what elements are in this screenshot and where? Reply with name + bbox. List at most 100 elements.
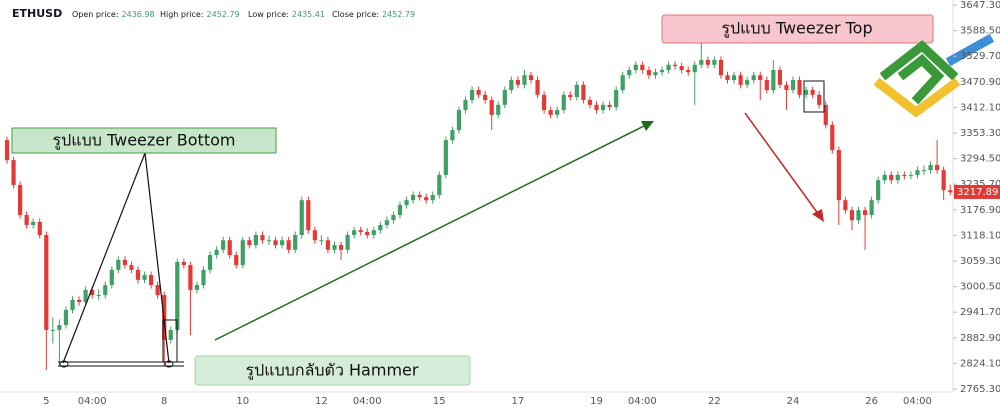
candle-body	[790, 80, 796, 91]
candle-body	[83, 289, 88, 303]
candle-body	[90, 289, 95, 296]
y-tick-label: 2765.30	[960, 384, 1000, 395]
x-tick-label: 5	[43, 396, 49, 407]
candle-body	[345, 235, 350, 250]
marker	[164, 360, 174, 368]
down-arrow	[744, 112, 820, 216]
candle-body	[745, 80, 750, 85]
candle-body	[528, 75, 534, 81]
candle-body	[679, 66, 684, 71]
candle-body	[718, 59, 724, 76]
x-tick-label: 19	[590, 396, 603, 407]
annotation-label: รูปแบบกลับตัว Hammer	[246, 361, 419, 381]
candle-body	[437, 174, 442, 195]
annotation-box	[661, 14, 934, 44]
triangle-line	[62, 152, 146, 364]
candle-body	[902, 174, 907, 176]
candle-body	[692, 64, 697, 73]
candle-body	[443, 140, 448, 175]
y-tick-label: 3647.30	[960, 0, 1000, 11]
y-tick-label: 2824.10	[960, 358, 1000, 369]
last-price-badge	[954, 184, 1000, 199]
candle-body	[352, 230, 357, 236]
candle-body	[266, 240, 272, 242]
candle-body	[856, 210, 861, 221]
header-fields: Open price: 2436.98 High price: 2452.79 Low …	[72, 10, 415, 19]
candle-body	[332, 245, 337, 250]
candle-body	[751, 75, 756, 81]
x-tick-label: 04:00	[903, 396, 932, 407]
logo-stroke	[873, 77, 961, 118]
logo	[873, 33, 995, 118]
candle-body	[358, 230, 363, 232]
candle-body	[424, 197, 429, 201]
field-label: Close price:	[332, 10, 379, 19]
candle-body	[810, 90, 815, 95]
candle-body	[234, 255, 239, 266]
candle-body	[673, 64, 678, 67]
candle-body	[50, 329, 55, 331]
candle-body	[659, 70, 665, 73]
candle-body	[411, 194, 416, 201]
candle-body	[935, 164, 940, 171]
candle-body	[561, 94, 566, 111]
x-tick-label: 8	[161, 396, 167, 407]
x-tick-label: 17	[512, 396, 525, 407]
candle-body	[928, 164, 933, 171]
annotation-box	[11, 127, 277, 154]
candle-body	[515, 80, 520, 85]
candle-body	[921, 170, 927, 172]
field-label: High price:	[160, 10, 204, 19]
candle-body	[889, 174, 894, 181]
y-tick-label: 3529.70	[960, 51, 1000, 62]
candle-body	[11, 160, 16, 185]
candle-body	[614, 90, 619, 108]
y-tick-label: 3470.90	[960, 77, 1000, 88]
logo-stroke	[897, 54, 945, 105]
candle-body	[365, 231, 370, 236]
candle-body	[135, 269, 141, 280]
candle-body	[483, 94, 488, 101]
arrow-head	[812, 209, 824, 222]
candle-body	[620, 75, 625, 91]
candle-body	[758, 75, 763, 81]
candle-body	[548, 110, 553, 115]
candle-body	[227, 240, 232, 256]
candle-body	[247, 240, 252, 246]
candle-body	[116, 259, 121, 270]
candle-body	[908, 174, 913, 176]
candle-body	[646, 70, 651, 76]
plot-area	[4, 39, 953, 370]
arrow-head	[641, 121, 654, 131]
candle-body	[214, 249, 219, 256]
x-tick-label: 04:00	[628, 396, 657, 407]
candle-body	[882, 174, 887, 181]
candle-body	[535, 80, 540, 95]
candle-body	[168, 329, 173, 340]
logo-stroke	[879, 40, 959, 81]
candle-body	[653, 72, 658, 76]
candle-body	[502, 90, 507, 105]
y-tick-label: 2882.90	[960, 333, 1000, 344]
annotation-shapes	[58, 80, 825, 368]
candle-body	[371, 230, 376, 236]
candle-body	[129, 265, 134, 270]
candle-body	[463, 100, 468, 111]
x-tick-label: 04:00	[353, 396, 382, 407]
candle-body	[777, 70, 782, 85]
candle-body	[103, 285, 108, 296]
candle-body	[24, 214, 29, 225]
candle-body	[253, 235, 258, 246]
candle-body	[194, 285, 200, 290]
candle-body	[817, 94, 822, 105]
candle-body	[574, 84, 579, 97]
candle-body	[155, 285, 160, 296]
candle-body	[876, 180, 881, 201]
candle-body	[627, 70, 632, 76]
tweezer-top-box	[803, 80, 825, 113]
x-tick-label: 22	[708, 396, 721, 407]
candle-body	[338, 245, 344, 250]
candle-body	[686, 70, 691, 73]
candle-body	[862, 210, 868, 215]
